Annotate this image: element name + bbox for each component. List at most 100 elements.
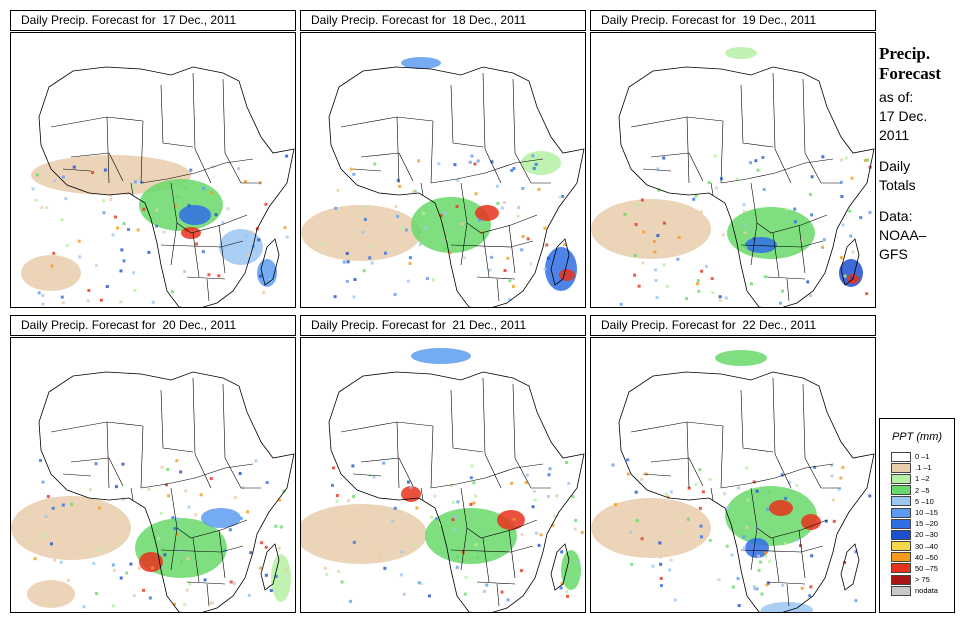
precip-area	[201, 508, 241, 528]
forecast-panel-4: Daily Precip. Forecast for 20 Dec., 2011	[10, 315, 296, 613]
precip-map	[590, 337, 876, 613]
sidebar-title-line1: Precip.	[879, 44, 931, 63]
legend-item: 40 –50	[880, 552, 954, 563]
continent-outline	[38, 66, 295, 307]
precip-area	[745, 538, 769, 558]
legend-swatch	[891, 563, 911, 574]
precip-area	[725, 47, 757, 59]
precip-area	[11, 496, 131, 560]
legend-label: 1 –2	[915, 474, 930, 484]
legend-item: 2 –5	[880, 485, 954, 496]
forecast-panel-2: Daily Precip. Forecast for 18 Dec., 2011	[300, 10, 586, 308]
precip-area	[497, 510, 525, 530]
africa-map-svg	[11, 371, 295, 612]
totals-line1: Daily	[879, 158, 911, 174]
panel-title: Daily Precip. Forecast for 22 Dec., 2011	[590, 315, 876, 336]
precip-area	[715, 350, 767, 366]
africa-map-svg	[591, 47, 875, 307]
panel-title: Daily Precip. Forecast for 19 Dec., 2011	[590, 10, 876, 31]
continent-outline	[328, 371, 585, 612]
legend-label: nodata	[915, 586, 938, 596]
forecast-panel-6: Daily Precip. Forecast for 22 Dec., 2011	[590, 315, 876, 613]
precip-area	[139, 179, 223, 231]
precip-map	[10, 337, 296, 613]
continent-outline	[328, 66, 585, 307]
legend-swatch	[891, 507, 911, 518]
legend-swatch	[891, 529, 911, 540]
legend-item: 10 –15	[880, 507, 954, 518]
legend-item: nodata	[880, 585, 954, 596]
sidebar-title-line2: Forecast	[879, 64, 941, 83]
legend-swatch	[891, 518, 911, 529]
precip-area	[561, 550, 581, 590]
legend-label: 40 –50	[915, 552, 938, 562]
precip-legend: PPT (mm) 0 –1.1 –1 1 –2 2 –5 5 –10 10 –15 15 …	[879, 418, 955, 613]
legend-label: 50 –75	[915, 563, 938, 573]
precip-area	[21, 255, 81, 291]
africa-map-svg	[301, 348, 585, 612]
continent-outline	[618, 371, 875, 612]
totals-line2: Totals	[879, 177, 916, 193]
precip-area	[801, 514, 821, 530]
legend-item: 50 –75	[880, 563, 954, 574]
legend-label: 30 –40	[915, 541, 938, 551]
precip-area	[761, 602, 813, 612]
data-source-line3: GFS	[879, 246, 908, 262]
legend-swatch	[891, 485, 911, 496]
continent-outline	[38, 371, 295, 612]
precip-area	[27, 580, 75, 608]
legend-item: 15 –20	[880, 518, 954, 529]
legend-title: PPT (mm)	[891, 431, 943, 443]
panel-title: Daily Precip. Forecast for 21 Dec., 2011	[300, 315, 586, 336]
panel-title: Daily Precip. Forecast for 20 Dec., 2011	[10, 315, 296, 336]
precip-area	[179, 205, 211, 225]
precip-area	[425, 508, 517, 564]
africa-map-svg	[21, 66, 295, 307]
precip-area	[301, 504, 427, 564]
legend-swatch	[891, 451, 911, 462]
continent-outline	[618, 66, 875, 307]
africa-map-svg	[591, 350, 875, 612]
legend-item: 30 –40	[880, 541, 954, 552]
legend-item: .1 –1	[880, 462, 954, 473]
precip-map	[300, 337, 586, 613]
legend-label: > 75	[915, 575, 930, 585]
legend-swatch	[891, 541, 911, 552]
precip-area	[559, 269, 575, 281]
precip-area	[401, 57, 441, 69]
precip-area	[219, 229, 263, 265]
precip-area	[591, 199, 711, 259]
africa-map-svg	[301, 57, 585, 307]
legend-label: 2 –5	[915, 485, 930, 495]
precip-area	[31, 155, 191, 195]
legend-label: .1 –1	[915, 463, 932, 473]
precip-area	[411, 197, 491, 253]
precip-area	[139, 552, 163, 572]
legend-swatch	[891, 585, 911, 596]
legend-label: 15 –20	[915, 519, 938, 529]
sidebar-info: Precip. Forecast as of: 17 Dec. 2011 Dai…	[879, 44, 963, 264]
legend-item: 5 –10	[880, 496, 954, 507]
precip-area	[475, 205, 499, 221]
precip-area	[521, 151, 561, 175]
legend-swatch	[891, 552, 911, 563]
precip-area	[411, 348, 471, 364]
legend-swatch	[891, 496, 911, 507]
panel-title: Daily Precip. Forecast for 17 Dec., 2011	[10, 10, 296, 31]
data-source-line2: NOAA–	[879, 227, 927, 243]
forecast-panel-1: Daily Precip. Forecast for 17 Dec., 2011	[10, 10, 296, 308]
legend-swatch	[891, 473, 911, 484]
legend-label: 10 –15	[915, 508, 938, 518]
legend-item: 1 –2	[880, 473, 954, 484]
legend-swatch	[891, 462, 911, 473]
precip-area	[725, 486, 817, 546]
precip-area	[591, 498, 711, 558]
legend-label: 20 –30	[915, 530, 938, 540]
data-source-line1: Data:	[879, 208, 913, 224]
precip-area	[545, 247, 577, 291]
asof-date-line1: 17 Dec.	[879, 108, 928, 124]
legend-item: 20 –30	[880, 529, 954, 540]
forecast-panel-3: Daily Precip. Forecast for 19 Dec., 2011	[590, 10, 876, 308]
asof-date-line2: 2011	[879, 127, 910, 143]
legend-item: 0 –1	[880, 451, 954, 462]
